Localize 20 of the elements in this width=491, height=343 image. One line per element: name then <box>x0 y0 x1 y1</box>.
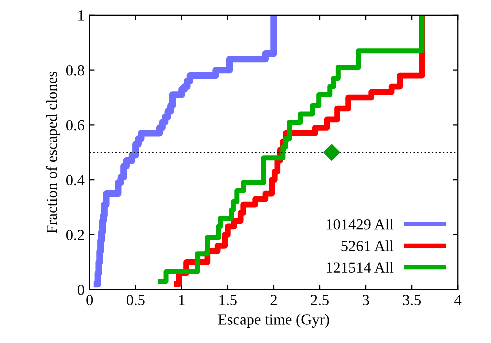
legend-label: 5261 All <box>342 240 394 252</box>
y-tick-label: 0.4 <box>66 175 85 186</box>
x-tick-label: 1 <box>179 295 185 306</box>
legend-label: 101429 All <box>326 219 394 230</box>
x-axis-title: Escape time (Gyr) <box>218 314 330 328</box>
y-tick-label: 0.6 <box>66 120 85 131</box>
x-tick-label: 1.5 <box>220 295 237 306</box>
x-tick-label: 3 <box>362 295 370 306</box>
x-tick-label: 0 <box>86 295 94 306</box>
y-axis-title: Fraction of escaped clones <box>46 72 60 234</box>
y-tick-label: 0 <box>78 284 84 296</box>
x-tick-label: 2.5 <box>311 295 329 306</box>
y-tick-label: 0.8 <box>66 65 84 76</box>
y-tick-label: 0.2 <box>66 230 84 240</box>
x-tick-label: 3.5 <box>403 295 422 306</box>
y-tick-label: 1 <box>78 10 84 21</box>
legend-label: 121514 All <box>326 262 394 273</box>
x-tick-label: 4 <box>454 295 462 306</box>
x-tick-label: 0.5 <box>126 295 145 306</box>
x-tick-label: 2 <box>270 295 277 306</box>
